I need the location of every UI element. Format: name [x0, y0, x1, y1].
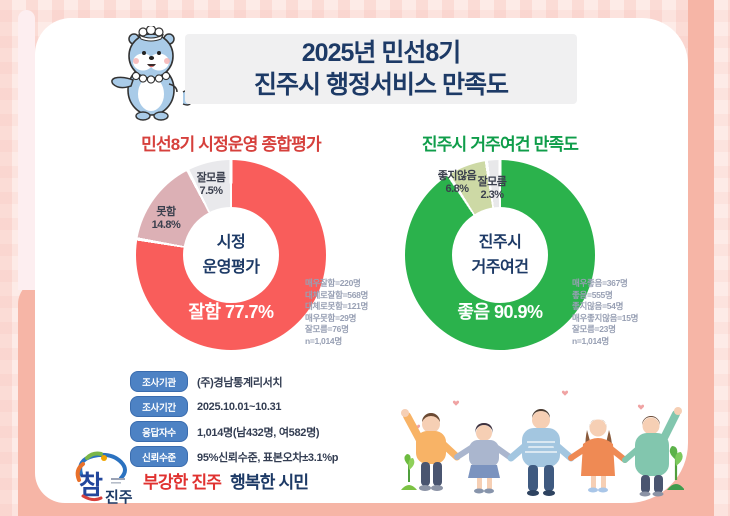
slice-label-good: 잘함 77.7%	[188, 302, 274, 322]
page-title-line2: 진주시 행정서비스 만족도	[254, 71, 509, 99]
heart-icon	[413, 390, 645, 430]
right-chart-annotations: 매우좋음=367명 좋음=555명 좋지않음=54명 매우좋지않음=15명 잘모름=23…	[572, 278, 638, 347]
people-illustration	[401, 390, 684, 497]
info-label-respondents: 응답자수	[130, 421, 188, 442]
frame-left-strip	[18, 10, 35, 290]
annotation-line: 좋지않음=54명	[572, 301, 624, 311]
info-label-period: 조사기간	[130, 396, 188, 417]
donut-center-label: 시정 운영평가	[183, 207, 279, 303]
annotation-line: 대체로못함=121명	[305, 301, 369, 311]
person-gray-woman	[454, 423, 514, 494]
slice-label-dontknow: 잘모름 2.3%	[477, 176, 507, 201]
plant-sprout-icon	[667, 446, 684, 490]
plant-sprout-icon	[401, 454, 417, 490]
page-title-line1: 2025년 민선8기	[301, 39, 461, 67]
annotation-line: 잘모름=76명	[305, 324, 349, 334]
left-chart-title: 민선8기 시정운영 종합평가	[141, 135, 322, 154]
slogan-red-part: 부강한 진주	[143, 473, 222, 492]
survey-info-table: 조사기관 (주)경남통계리서치 조사기간 2025.10.01~10.31 응답…	[130, 371, 339, 471]
table-row: 조사기관 (주)경남통계리서치	[130, 371, 338, 392]
content-card: 2025년 민선8기 진주시 행정서비스 만족도 민선8기 시정운영 종합평가 …	[35, 18, 688, 506]
donut-center-label: 진주시 거주여건	[452, 207, 548, 303]
slice-label-bad: 못함 14.8%	[151, 206, 181, 231]
table-row: 응답자수 1,014명(남432명, 여582명)	[130, 421, 338, 442]
donut-chart-living-conditions: 좋지않음 6.8% 잘모름 2.3% 좋음 90.9% 진주시 거주여건	[405, 160, 595, 350]
annotation-line: 매우좋지않음=15명	[572, 312, 639, 323]
person-teal	[622, 407, 682, 497]
annotation-line: 잘모름=23명	[572, 324, 616, 334]
slice-label-notgood: 좋지않음 6.8%	[437, 170, 477, 195]
slice-label-dontknow: 잘모름 7.5%	[196, 172, 226, 197]
person-orange-woman	[568, 419, 628, 493]
info-value-period: 2025.10.01~10.31	[197, 400, 282, 413]
slogan-navy-part: 행복한 시민	[230, 473, 309, 492]
person-orange	[401, 409, 461, 491]
info-label-confidence: 신뢰수준	[130, 446, 188, 467]
donut-chart-city-administration: 잘모름 7.5% 못함 14.8% 잘함 77.7% 시정 운영평가	[136, 160, 326, 350]
person-blue-man	[507, 409, 575, 496]
annotation-line: 매우잘함=220명	[305, 278, 361, 288]
annotation-line: 좋음=555명	[572, 289, 613, 300]
annotation-line: n=1,014명	[572, 335, 609, 346]
annotation-line: 매우못함=29명	[305, 312, 357, 323]
city-slogan: 부강한 진주 행복한 시민	[143, 468, 309, 493]
right-chart-title: 진주시 거주여건 만족도	[421, 135, 579, 154]
logo-jinju-text: 진주	[105, 489, 133, 506]
slice-label-good: 좋음 90.9%	[457, 302, 543, 322]
jinju-city-logo: 참 진주	[75, 451, 133, 506]
shell-hat-icon	[137, 26, 165, 42]
page-title: 2025년 민선8기 진주시 행정서비스 만족도	[185, 34, 577, 104]
mascot-hamo-otter-icon	[111, 26, 193, 121]
annotation-line: n=1,014명	[305, 335, 342, 346]
info-value-confidence: 95%신뢰수준, 표본오차±3.1%p	[197, 451, 339, 464]
annotation-line: 매우좋음=367명	[572, 278, 628, 288]
info-value-respondents: 1,014명(남432명, 여582명)	[197, 426, 320, 439]
annotation-line: 대체로잘함=568명	[305, 289, 369, 300]
pearl-necklace-icon	[131, 71, 171, 84]
left-chart-annotations: 매우잘함=220명 대체로잘함=568명 대체로못함=121명 매우못함=29명 잘모름…	[305, 278, 368, 347]
info-label-agency: 조사기관	[130, 371, 188, 392]
table-row: 신뢰수준 95%신뢰수준, 표본오차±3.1%p	[130, 446, 339, 467]
info-value-agency: (주)경남통계리서치	[197, 376, 283, 389]
table-row: 조사기간 2025.10.01~10.31	[130, 396, 338, 417]
